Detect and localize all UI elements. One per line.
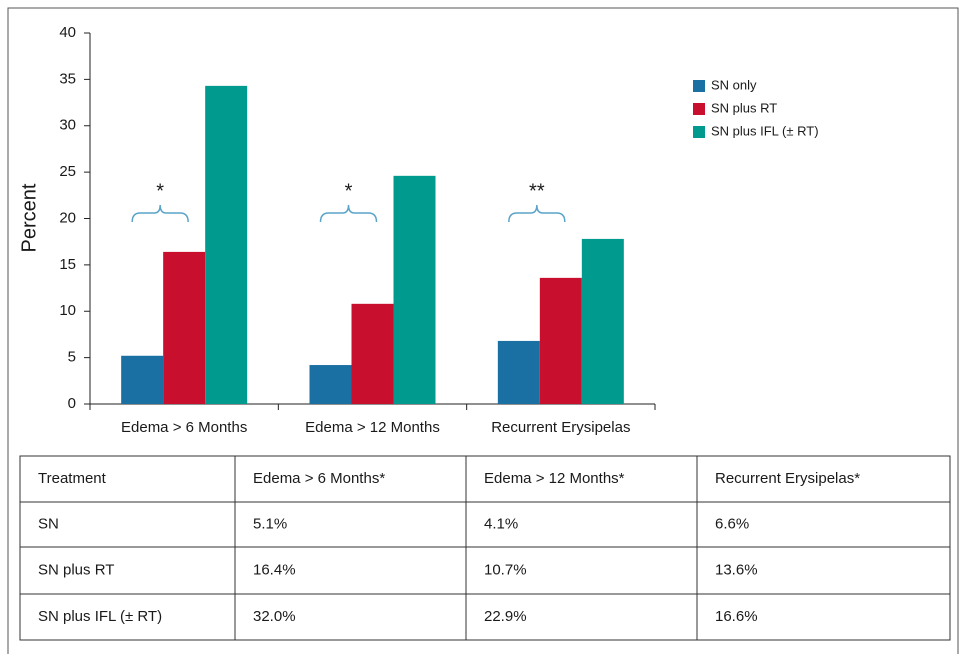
- y-tick-label: 0: [68, 395, 76, 412]
- bar: [351, 303, 394, 404]
- legend-label: SN plus RT: [711, 100, 777, 115]
- x-tick-label: Edema > 12 Months: [305, 419, 440, 436]
- legend-label: SN only: [711, 77, 757, 92]
- table-cell: SN: [38, 515, 59, 532]
- legend-swatch: [693, 126, 705, 138]
- annotation: *: [156, 180, 164, 202]
- y-tick-label: 15: [59, 256, 76, 273]
- annotation: *: [345, 180, 353, 202]
- x-tick-label: Edema > 6 Months: [121, 419, 247, 436]
- significance-brace: [319, 204, 378, 223]
- table-border: [19, 455, 951, 641]
- table-cell: 6.6%: [715, 515, 749, 532]
- bar: [163, 251, 206, 404]
- y-axis-label: Percent: [18, 183, 40, 252]
- table-cell: 10.7%: [484, 561, 527, 578]
- table-cell: Recurrent Erysipelas*: [715, 470, 860, 487]
- bar: [393, 175, 436, 404]
- table-cell: Edema > 12 Months*: [484, 470, 625, 487]
- annotation: **: [529, 180, 545, 202]
- y-tick-label: 10: [59, 302, 76, 319]
- table-cell: 16.6%: [715, 608, 758, 625]
- table-cell: 16.4%: [253, 561, 296, 578]
- y-tick-label: 40: [59, 24, 76, 41]
- bar: [581, 238, 624, 404]
- bar: [539, 277, 582, 404]
- table-cell: 32.0%: [253, 608, 296, 625]
- legend-swatch: [693, 103, 705, 115]
- significance-brace: [131, 204, 189, 223]
- table-cell: Edema > 6 Months*: [253, 470, 385, 487]
- bar: [309, 365, 352, 404]
- legend-swatch: [693, 80, 705, 92]
- table-cell: SN plus IFL (± RT): [38, 608, 162, 625]
- bar: [205, 85, 248, 405]
- table-cell: 5.1%: [253, 515, 287, 532]
- bar: [121, 355, 164, 404]
- y-tick-label: 35: [59, 70, 76, 87]
- table-cell: SN plus RT: [38, 561, 114, 578]
- table-cell: 13.6%: [715, 561, 758, 578]
- y-tick-label: 30: [59, 117, 76, 134]
- x-tick-label: Recurrent Erysipelas: [491, 419, 630, 436]
- bar: [497, 340, 540, 404]
- y-tick-label: 20: [59, 209, 76, 226]
- table-cell: 4.1%: [484, 515, 518, 532]
- table-cell: 22.9%: [484, 608, 527, 625]
- legend-label: SN plus IFL (± RT): [711, 123, 819, 138]
- significance-brace: [508, 204, 566, 223]
- frame: [7, 7, 959, 654]
- y-tick-label: 5: [68, 349, 76, 366]
- y-tick-label: 25: [59, 163, 76, 180]
- table-cell: Treatment: [38, 470, 107, 487]
